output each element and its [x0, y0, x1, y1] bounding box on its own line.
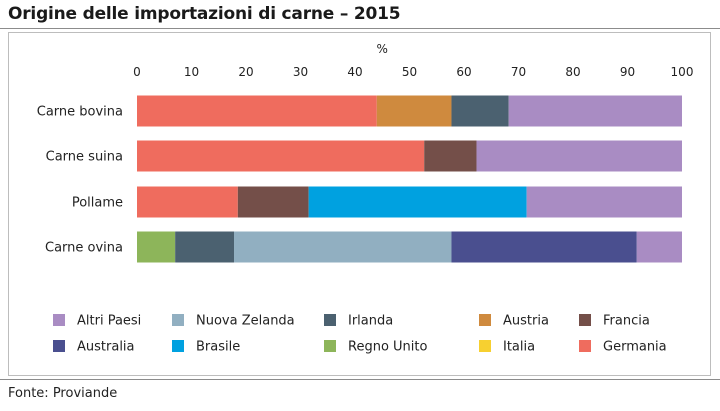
legend-swatch [479, 314, 491, 326]
x-tick-label: 0 [133, 65, 141, 79]
x-tick-label: 70 [511, 65, 526, 79]
legend-label: Germania [603, 340, 667, 355]
bar-segment [376, 95, 452, 127]
bar-segment [508, 95, 682, 127]
legend-label: Brasile [196, 340, 240, 355]
legend-label: Italia [503, 340, 535, 355]
x-tick-label: 10 [184, 65, 199, 79]
axis-unit-label: % [377, 42, 388, 56]
x-tick-label: 20 [238, 65, 253, 79]
legend-swatch [324, 340, 336, 352]
bar-segment [424, 140, 477, 172]
bar-segment [137, 186, 238, 218]
bar-segment [234, 231, 452, 263]
bar-segment [636, 231, 682, 263]
legend-label: Altri Paesi [77, 314, 141, 329]
legend-label: Austria [503, 314, 549, 329]
x-tick-label: 90 [620, 65, 635, 79]
category-label: Carne suina [46, 150, 123, 165]
chart-title: Origine delle importazioni di carne – 20… [8, 4, 401, 24]
x-tick-label: 50 [402, 65, 417, 79]
stacked-bar-chart: % 0 10 20 30 40 50 60 70 80 90 100 Carne bovina Carne… [37, 42, 694, 355]
bar-segment [137, 140, 425, 172]
bar-segment [526, 186, 682, 218]
bar-segment [476, 140, 682, 172]
x-tick-label: 30 [293, 65, 308, 79]
bar-segment [308, 186, 527, 218]
category-label: Pollame [72, 196, 123, 211]
legend-swatch [324, 314, 336, 326]
bar-segment [237, 186, 309, 218]
legend-label: Francia [603, 314, 650, 329]
legend-label: Irlanda [348, 314, 393, 329]
legend-swatch [172, 340, 184, 352]
legend-label: Australia [77, 340, 135, 355]
bar-segment [137, 95, 377, 127]
legend-swatch [479, 340, 491, 352]
legend-swatch [579, 340, 591, 352]
legend-swatch [579, 314, 591, 326]
chart-frame: % 0 10 20 30 40 50 60 70 80 90 100 Carne bovina Carne… [8, 32, 711, 376]
source-divider [0, 379, 720, 380]
bar-segment [451, 231, 637, 263]
legend-label: Regno Unito [348, 340, 427, 355]
source-note: Fonte: Proviande [8, 386, 118, 401]
category-label: Carne bovina [37, 105, 123, 120]
bar-segment [175, 231, 235, 263]
bar-segment [137, 231, 176, 263]
legend-label: Nuova Zelanda [196, 314, 295, 329]
x-tick-label: 60 [456, 65, 471, 79]
legend-swatch [53, 314, 65, 326]
title-divider [0, 28, 720, 29]
x-tick-label: 40 [347, 65, 362, 79]
legend-swatch [172, 314, 184, 326]
x-tick-label: 80 [565, 65, 580, 79]
x-tick-label: 100 [671, 65, 694, 79]
bar-segment [451, 95, 509, 127]
category-label: Carne ovina [45, 241, 123, 256]
legend-swatch [53, 340, 65, 352]
